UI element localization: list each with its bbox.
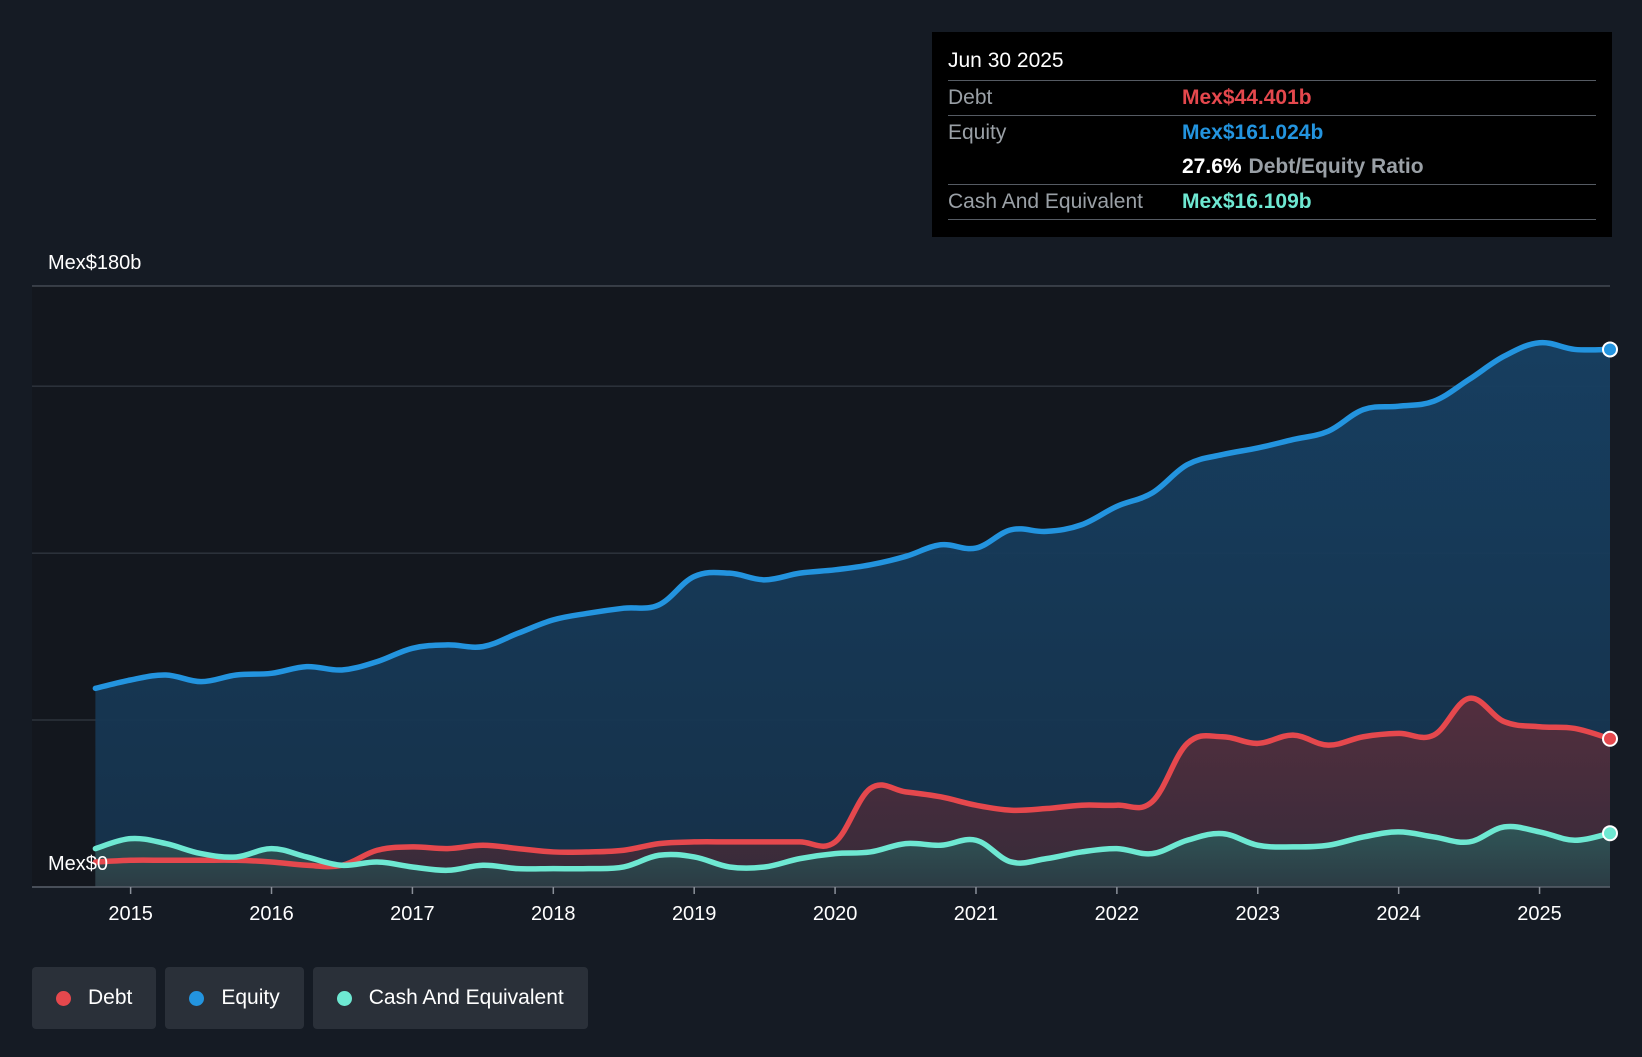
- x-tick-label: 2020: [813, 903, 858, 925]
- legend-item-debt[interactable]: Debt: [32, 967, 157, 1029]
- x-tick-label: 2019: [672, 903, 717, 925]
- x-axis: 2015 2016 2017 2018 2019 2020 2021 2022 2023 2024…: [32, 886, 1610, 925]
- x-tick-label: 2016: [249, 903, 294, 925]
- x-tick-label: 2015: [108, 903, 153, 925]
- y-axis-bottom-label: Mex$0: [48, 853, 108, 875]
- cash-area: [95, 826, 1610, 887]
- debt-end-marker[interactable]: [1602, 730, 1618, 747]
- tooltip-debt-label: Debt: [948, 86, 993, 109]
- tooltip-row-equity: Equity Mex$161.024b: [948, 116, 1596, 150]
- tooltip-equity-value: Mex$161.024b: [1182, 121, 1324, 144]
- tooltip-cash-label: Cash And Equivalent: [948, 190, 1143, 213]
- tooltip-row-debt: Debt Mex$44.401b: [948, 81, 1596, 116]
- tooltip-cash-value: Mex$16.109b: [1182, 190, 1312, 213]
- legend-cash-label: Cash And Equivalent: [368, 986, 564, 1009]
- end-markers: [1602, 341, 1618, 842]
- tooltip-row-ratio: 27.6% Debt/Equity Ratio: [948, 150, 1596, 185]
- debt-dot-icon: [56, 990, 71, 1006]
- cash-line: [92, 823, 1613, 874]
- equity-line: [92, 339, 1613, 692]
- series-lines: [92, 339, 1613, 874]
- legend-debt-label: Debt: [88, 986, 133, 1009]
- x-tick-label: 2018: [531, 903, 576, 925]
- x-tick-label: 2017: [390, 903, 435, 925]
- x-tick-label: 2025: [1517, 903, 1562, 925]
- legend-item-cash[interactable]: Cash And Equivalent: [312, 967, 588, 1029]
- equity-end-marker[interactable]: [1602, 341, 1618, 358]
- legend-item-equity[interactable]: Equity: [165, 967, 304, 1029]
- legend: Debt Equity Cash And Equivalent: [32, 967, 588, 1029]
- x-tick-label: 2021: [954, 903, 999, 925]
- tooltip-date: Jun 30 2025: [948, 46, 1596, 81]
- tooltip-panel: Jun 30 2025 Debt Mex$44.401b Equity Mex$…: [932, 32, 1612, 237]
- x-tick-label: 2023: [1236, 903, 1281, 925]
- cash-end-marker[interactable]: [1602, 825, 1618, 842]
- y-axis-top-label: Mex$180b: [48, 252, 141, 274]
- tooltip-equity-label: Equity: [948, 121, 1007, 144]
- tooltip-row-cash: Cash And Equivalent Mex$16.109b: [948, 185, 1596, 220]
- legend-equity-label: Equity: [221, 986, 280, 1009]
- tooltip-debt-value: Mex$44.401b: [1182, 86, 1312, 109]
- equity-dot-icon: [189, 990, 205, 1006]
- x-tick-label: 2022: [1095, 903, 1140, 925]
- x-tick-label: 2024: [1376, 903, 1421, 925]
- tooltip-ratio-label: Debt/Equity Ratio: [1248, 155, 1424, 178]
- area-fills: [95, 342, 1610, 887]
- tooltip-ratio-value: 27.6%: [1182, 155, 1242, 178]
- cash-dot-icon: [336, 990, 352, 1006]
